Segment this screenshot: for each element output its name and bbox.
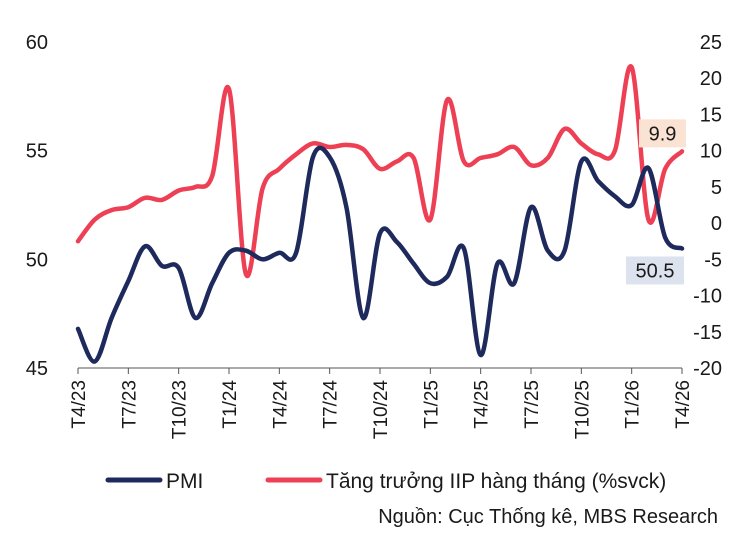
x-tick-label: T7/25 (522, 380, 543, 429)
x-tick-label: T4/23 (69, 380, 90, 429)
series-lines (75, 64, 685, 364)
right-tick-label: -5 (704, 249, 722, 271)
x-tick-label: T7/23 (119, 380, 140, 429)
iip-line (75, 64, 685, 279)
pmi-callout-box (626, 256, 684, 285)
right-tick-label: -10 (693, 286, 722, 308)
callouts: 50.5 9.9 (626, 119, 686, 285)
right-tick-label: 20 (700, 68, 722, 90)
right-tick-label: -15 (693, 322, 722, 344)
right-tick-label: 0 (711, 213, 722, 235)
iip-callout-box (639, 119, 686, 148)
x-tick-label: T4/24 (270, 380, 291, 429)
left-tick-label: 55 (26, 141, 48, 163)
pmi-line (75, 145, 685, 364)
x-tick-label: T10/24 (371, 380, 392, 440)
x-tick-label: T1/25 (421, 380, 442, 429)
legend-label-pmi: PMI (166, 470, 203, 493)
x-tick-label: T4/26 (673, 380, 694, 429)
right-axis-ticks: -20 -15 -10 -5 0 5 10 15 20 25 (693, 32, 722, 380)
right-tick-label: 25 (700, 32, 722, 54)
right-tick-label: 5 (711, 177, 722, 199)
left-tick-label: 45 (26, 358, 48, 380)
iip-callout-label: 9.9 (649, 123, 677, 145)
x-tick-label: T7/24 (321, 380, 342, 429)
x-tick-label: T10/25 (572, 380, 593, 439)
right-tick-label: -20 (693, 358, 722, 380)
legend-label-iip: Tăng trưởng IIP hàng tháng (%svck) (326, 470, 666, 493)
x-tick-label: T1/26 (623, 380, 644, 429)
right-tick-label: 15 (700, 104, 722, 126)
x-tick-label: T10/23 (170, 380, 191, 439)
x-tick-label: T4/25 (472, 380, 493, 429)
left-tick-label: 60 (26, 32, 48, 54)
left-axis-ticks: 45 50 55 60 (26, 32, 48, 380)
x-axis-ticks: T4/23 T7/23 T10/23 T1/24 T4/24 T7/24 T10/24 T1/… (69, 368, 694, 439)
x-tick-label: T1/24 (220, 380, 241, 429)
legend: PMI Tăng trưởng IIP hàng tháng (%svck) (105, 470, 666, 493)
left-tick-label: 50 (26, 249, 48, 271)
source-note: Nguồn: Cục Thống kê, MBS Research (378, 506, 718, 528)
pmi-callout-label: 50.5 (636, 260, 675, 282)
right-tick-label: 10 (700, 141, 722, 163)
